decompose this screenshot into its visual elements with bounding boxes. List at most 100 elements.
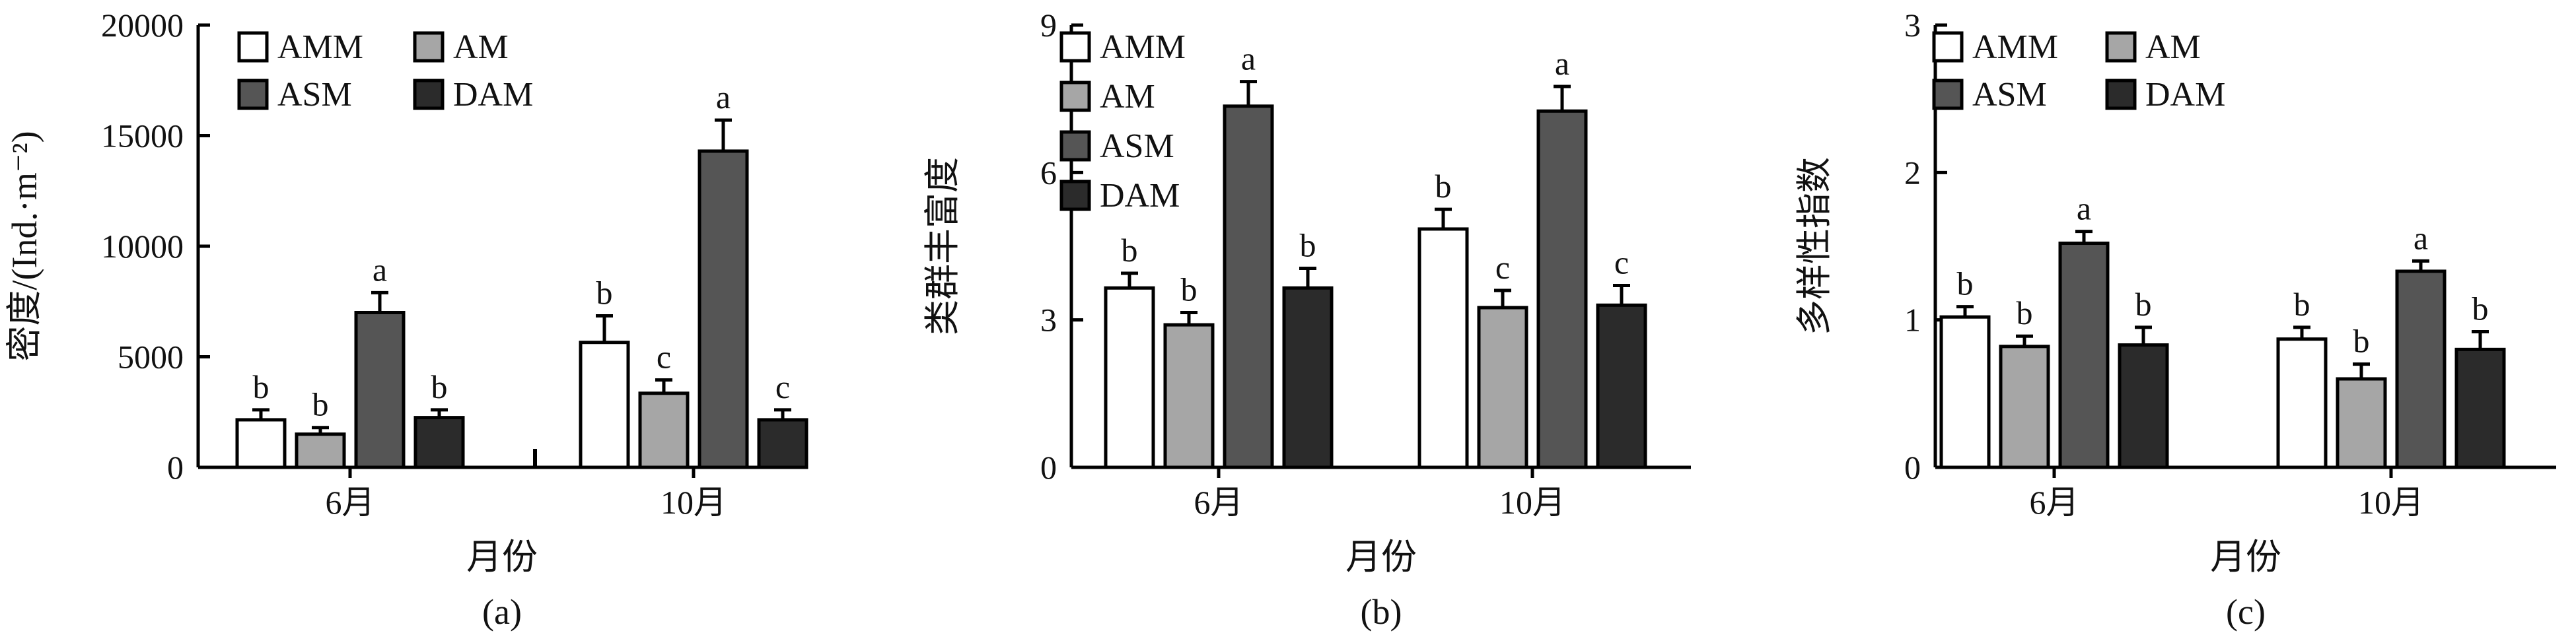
legend: AMM AM ASM DAM [1059, 28, 1186, 215]
significance-label: a [716, 79, 731, 116]
significance-label: b [2294, 286, 2310, 323]
x-axis-title: 月份 [1345, 537, 1417, 577]
significance-label: a [2414, 219, 2428, 256]
legend-label-asm: ASM [1100, 127, 1174, 165]
significance-label: a [1241, 40, 1256, 77]
x-tick-label: 6月 [326, 484, 375, 521]
legend: AMM AM ASM DAM [237, 28, 533, 114]
y-tick-label: 5000 [118, 339, 184, 376]
panel-label: (a) [482, 592, 522, 632]
y-axis-title: 类群丰富度 [923, 157, 962, 335]
legend-label-amm: AMM [1972, 28, 2058, 66]
chart-panel-3: 0 1 2 3 b b a b 6月 b b a b 10月 AMM AM ASM DAM 月份 多样性指数 (c) [1795, 7, 2556, 632]
significance-label: b [1300, 227, 1316, 264]
y-tick-label: 2 [1904, 154, 1921, 191]
chart-panel-2: 0 3 6 9 b b a b 6月 b c a c 10月 AMM AM ASM DAM 月份 类群丰富度 (b) [923, 7, 1691, 632]
significance-label: b [2353, 323, 2370, 360]
significance-label: b [431, 368, 448, 405]
legend-swatch-dam [413, 79, 445, 110]
legend-swatch-asm [237, 79, 269, 110]
legend-swatch-dam [2105, 79, 2137, 110]
legend-swatch-dam [1059, 180, 1091, 211]
significance-label: b [2017, 294, 2033, 331]
x-axis-title: 月份 [2210, 537, 2281, 577]
significance-label: c [1614, 244, 1629, 281]
bar-dam-2 [757, 418, 808, 469]
significance-label: b [2135, 286, 2152, 323]
significance-label: b [596, 275, 613, 312]
bar-amm-2 [1417, 227, 1469, 469]
bar-amm-2 [579, 341, 630, 469]
significance-label: b [2472, 290, 2489, 327]
x-tick-label: 10月 [2358, 484, 2424, 521]
legend-swatch-am [413, 31, 445, 63]
significance-label: a [1555, 45, 1569, 82]
bar-dam-2 [2454, 347, 2506, 469]
bar-dam-2 [1596, 303, 1647, 469]
y-tick-label: 20000 [101, 7, 184, 44]
bar-asm-1 [354, 311, 406, 469]
y-axis-title: 多样性指数 [1795, 157, 1834, 335]
bar-amm-1 [1104, 286, 1155, 469]
y-tick-label: 1 [1904, 302, 1921, 339]
x-axis-title: 月份 [466, 537, 538, 577]
y-tick-label: 3 [1904, 7, 1921, 44]
significance-label: a [2077, 190, 2091, 227]
significance-label: b [312, 386, 329, 423]
legend-swatch-am [1059, 81, 1091, 112]
legend-swatch-amm [1059, 31, 1091, 63]
y-tick-label: 3 [1040, 302, 1057, 339]
x-tick-label: 10月 [1499, 484, 1565, 521]
bar-asm-1 [1223, 104, 1274, 469]
bar-amm-1 [235, 418, 287, 469]
legend-label-dam: DAM [453, 76, 533, 114]
legend-label-am: AM [453, 28, 509, 66]
legend-label-asm: ASM [1972, 76, 2047, 114]
panel-label: (b) [1361, 592, 1402, 632]
y-tick-label: 10000 [101, 228, 184, 265]
y-axis-title: 密度/(Ind.·m⁻²) [5, 131, 44, 361]
significance-label: b [1435, 168, 1452, 205]
bar-amm-1 [1939, 315, 1991, 469]
legend-label-asm: ASM [277, 76, 352, 114]
significance-label: b [1122, 232, 1138, 269]
legend-label-dam: DAM [2145, 76, 2225, 114]
bar-asm-2 [698, 149, 749, 469]
significance-label: a [373, 251, 387, 288]
x-tick-label: 6月 [1194, 484, 1244, 521]
y-tick-label: 6 [1040, 154, 1057, 191]
bar-dam-1 [1282, 286, 1334, 469]
legend-label-am: AM [1100, 78, 1155, 116]
legend-swatch-am [2105, 31, 2137, 63]
significance-label: c [657, 339, 671, 376]
y-tick-label: 9 [1040, 7, 1057, 44]
y-tick-label: 0 [167, 449, 184, 486]
bar-am-1 [1163, 323, 1215, 469]
bar-am-1 [1999, 345, 2050, 469]
y-tick-label: 15000 [101, 117, 184, 154]
significance-label: c [775, 368, 790, 405]
panel-label: (c) [2226, 592, 2266, 632]
x-tick-label: 10月 [661, 484, 727, 521]
legend-swatch-amm [1932, 31, 1964, 63]
legend-swatch-amm [237, 31, 269, 63]
bar-asm-2 [1536, 109, 1588, 469]
bar-am-2 [638, 391, 690, 469]
bar-dam-1 [2118, 343, 2169, 469]
legend-label-dam: DAM [1100, 177, 1180, 215]
chart-panel-1: 0 5000 10000 15000 20000 b b a b 6月 b c a c 10月 AMM AM AS… [5, 7, 808, 632]
legend-label-am: AM [2145, 28, 2201, 66]
significance-label: b [1957, 265, 1974, 302]
y-tick-label: 0 [1904, 449, 1921, 486]
significance-label: b [1181, 271, 1198, 308]
legend-swatch-asm [1059, 130, 1091, 162]
legend-label-amm: AMM [1100, 28, 1186, 66]
bar-amm-2 [2276, 337, 2328, 469]
bar-asm-1 [2058, 242, 2110, 469]
bar-dam-1 [413, 416, 465, 469]
legend: AMM AM ASM DAM [1932, 28, 2225, 114]
bar-asm-2 [2395, 269, 2447, 469]
bar-am-2 [1477, 306, 1528, 469]
y-tick-label: 0 [1040, 449, 1057, 486]
